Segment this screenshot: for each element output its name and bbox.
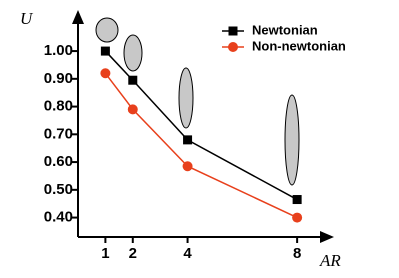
marker (292, 195, 302, 205)
marker (183, 135, 193, 145)
legend-label: Non-newtonian (252, 38, 346, 53)
y-axis-arrow (72, 10, 84, 24)
droplet (95, 17, 119, 43)
x-tick-label: 1 (101, 245, 109, 262)
droplet (284, 94, 300, 186)
marker (100, 46, 110, 56)
marker (128, 75, 138, 85)
legend-label: Newtonian (252, 22, 318, 37)
marker (228, 42, 238, 52)
droplet (123, 34, 143, 72)
y-axis-label: U (20, 9, 34, 28)
marker (100, 68, 111, 79)
y-tick-label: 0.80 (44, 98, 73, 115)
series-line (104, 72, 298, 219)
y-tick-label: 0.90 (44, 70, 73, 87)
series-line (104, 50, 298, 201)
x-tick-label: 8 (293, 245, 301, 262)
droplet (178, 67, 194, 129)
x-tick-label: 4 (183, 245, 192, 262)
x-axis-arrow (320, 231, 334, 243)
axes (77, 22, 322, 238)
marker (182, 161, 193, 172)
y-tick-label: 0.70 (44, 125, 73, 142)
y-tick-label: 0.40 (44, 209, 73, 226)
x-axis-label: AR (319, 251, 341, 270)
droplet-icons (95, 17, 300, 186)
x-tick-label: 2 (129, 245, 137, 262)
y-tick-label: 0.50 (44, 181, 73, 198)
y-tick-label: 1.00 (44, 42, 73, 59)
marker (292, 212, 303, 223)
y-tick-label: 0.60 (44, 153, 73, 170)
marker (228, 26, 238, 36)
marker (127, 104, 138, 115)
